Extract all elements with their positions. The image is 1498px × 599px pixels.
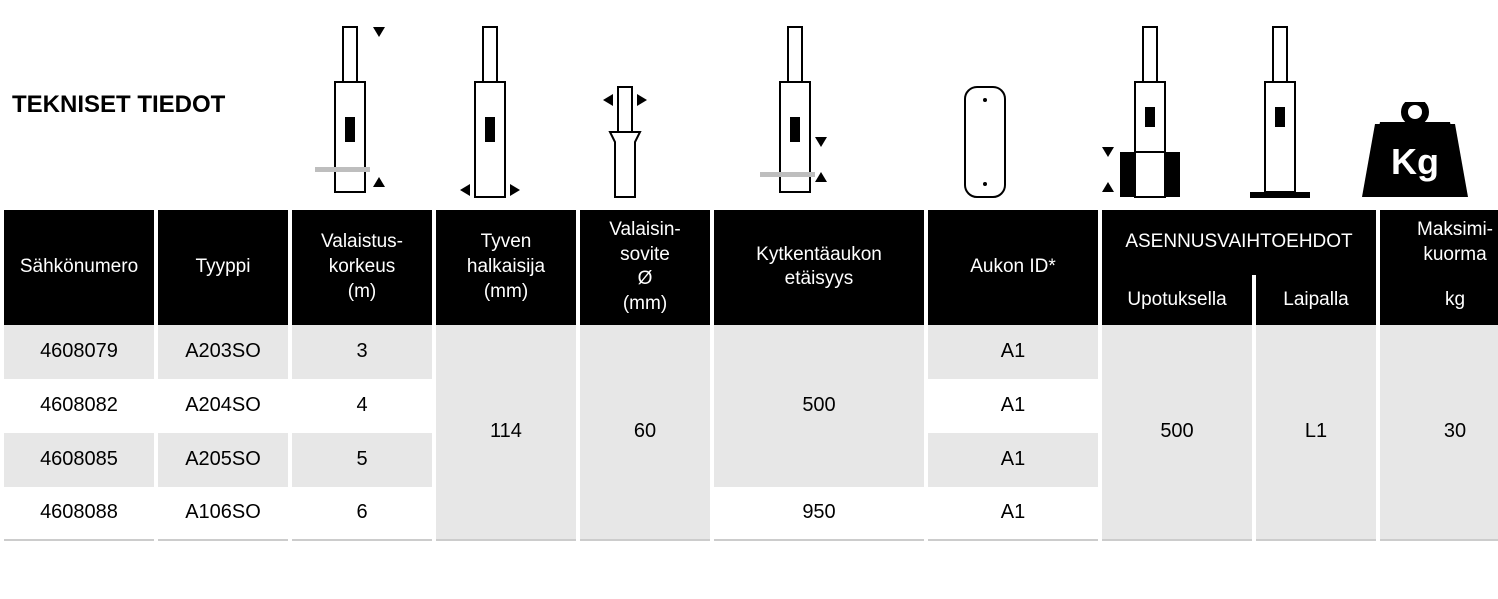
col-kytkentaaukon: Kytkentäaukon etäisyys (714, 210, 924, 325)
kytkentaaukon-icon (690, 0, 900, 210)
cell-upot: 500 (1102, 325, 1252, 541)
col-upotuksella: Upotuksella (1102, 275, 1252, 324)
col-maksimikuorma-top: Maksimi- kuorma (1380, 210, 1498, 275)
header-row: TEKNISET TIEDOT (0, 0, 1498, 210)
laipalla-icon (1220, 0, 1340, 210)
col-sahkonumero: Sähkönumero (4, 210, 154, 325)
col-asennusvaihtoehdot: ASENNUSVAIHTOEHDOT (1102, 210, 1376, 275)
spec-table: Sähkönumero Tyyppi Valaistus- korkeus (m… (0, 210, 1498, 541)
valaisin-sovite-icon (560, 0, 690, 210)
cell-max: 30 (1380, 325, 1498, 541)
col-valaisin-sovite: Valaisin- sovite Ø (mm) (580, 210, 710, 325)
weight-icon: Kg (1340, 0, 1490, 210)
col-tyven-halkaisija: Tyven halkaisija (mm) (436, 210, 576, 325)
col-aukon-id: Aukon ID* (928, 210, 1098, 325)
table-row: 4608079 A203SO 3 114 60 500 A1 500 L1 30 (4, 325, 1498, 379)
aukon-id-icon (900, 0, 1070, 210)
cell-kytk-top: 500 (714, 325, 924, 487)
cell-kytk-bot: 950 (714, 487, 924, 541)
cell-sovite: 60 (580, 325, 710, 541)
col-tyyppi: Tyyppi (158, 210, 288, 325)
cell-tyven: 114 (436, 325, 576, 541)
col-laipalla: Laipalla (1256, 275, 1376, 324)
col-valaistuskorkeus: Valaistus- korkeus (m) (292, 210, 432, 325)
weight-label-text: Kg (1391, 141, 1439, 182)
col-maksimi-kg: kg (1380, 275, 1498, 324)
upotuksella-icon (1070, 0, 1220, 210)
tyven-halkaisija-icon (420, 0, 560, 210)
page-title: TEKNISET TIEDOT (0, 91, 280, 119)
valaistus-korkeus-icon (280, 0, 420, 210)
spec-sheet: TEKNISET TIEDOT (0, 0, 1498, 541)
cell-laip: L1 (1256, 325, 1376, 541)
